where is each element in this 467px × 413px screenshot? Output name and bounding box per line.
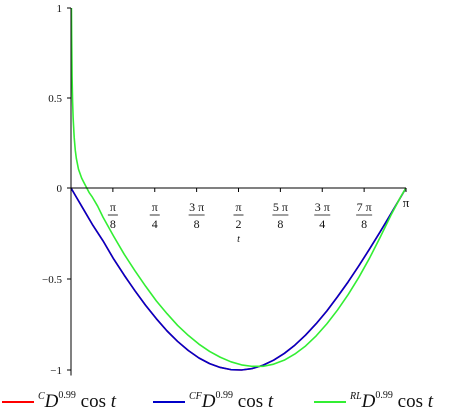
- y-tick-label: −1: [50, 365, 62, 377]
- x-tick-denominator: 8: [110, 217, 116, 231]
- x-tick-denominator: 4: [319, 217, 325, 231]
- legend-item-3: RLD0.99 cos t: [314, 390, 434, 412]
- x-tick-numerator: π: [235, 200, 241, 214]
- x-tick-numerator: 7 π: [357, 200, 372, 214]
- x-tick-numerator: 5 π: [273, 200, 288, 214]
- x-tick-numerator: π: [110, 200, 116, 214]
- x-tick-numerator: π: [152, 200, 158, 214]
- x-tick-numerator: 3 π: [315, 200, 330, 214]
- x-tick-denominator: 4: [152, 217, 158, 231]
- x-tick-denominator: 2: [236, 217, 242, 231]
- series-line-3: [70, 7, 407, 368]
- y-tick-label: 0.5: [48, 93, 62, 105]
- series-line-2: [70, 187, 407, 371]
- legend: CD0.99 cos t CFD0.99 cos t RLD0.99 cos t: [2, 390, 434, 412]
- series-curves: [70, 7, 407, 371]
- legend-label: CFD0.99 cos t: [189, 390, 274, 412]
- legend-label: CD0.99 cos t: [38, 390, 117, 412]
- x-axis-label: t: [237, 234, 240, 245]
- y-tick-label: 1: [57, 3, 63, 15]
- y-tick-label: 0: [57, 183, 63, 195]
- x-tick-label: π: [403, 195, 410, 210]
- legend-item-2: CFD0.99 cos t: [153, 390, 274, 412]
- x-tick-denominator: 8: [277, 217, 283, 231]
- axis-ticks: 1 0.5 0 −0.5 −1 π 8 π 4 3 π 8 π 2 5 π 8 3 π 4 7 π 8 π: [42, 3, 410, 377]
- x-tick-denominator: 8: [194, 217, 200, 231]
- x-tick-denominator: 8: [361, 217, 367, 231]
- legend-item-1: CD0.99 cos t: [2, 390, 117, 412]
- legend-label: RLD0.99 cos t: [349, 390, 434, 412]
- x-tick-numerator: 3 π: [189, 200, 204, 214]
- y-tick-label: −0.5: [42, 274, 62, 286]
